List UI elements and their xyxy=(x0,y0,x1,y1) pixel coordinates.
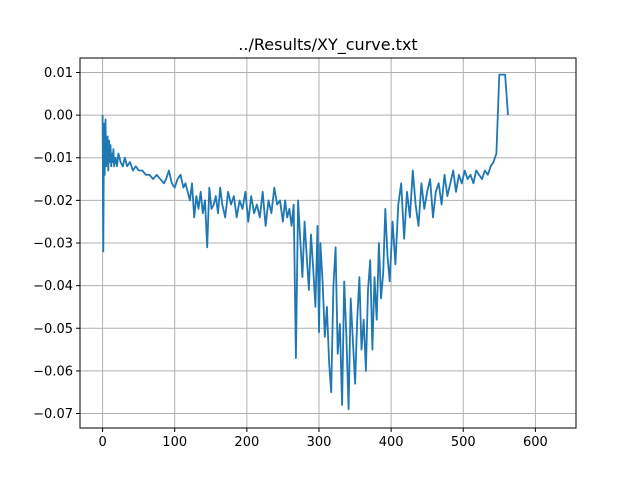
y-tick-label: −0.03 xyxy=(33,237,73,252)
y-axis: 0.01 0.00 −0.01 −0.02 −0.03 −0.04 −0.05 −0.06 −0… xyxy=(33,66,80,422)
y-tick-label: 0.01 xyxy=(44,66,73,81)
y-tick-label: −0.02 xyxy=(33,194,73,209)
series-line-XY_curve xyxy=(101,73,509,411)
x-tick-label: 300 xyxy=(307,435,332,450)
y-tick-label: −0.06 xyxy=(33,364,73,379)
y-tick-label: −0.04 xyxy=(33,279,73,294)
y-tick-label: 0.00 xyxy=(44,109,73,124)
y-tick-label: −0.01 xyxy=(33,151,73,166)
x-tick-label: 600 xyxy=(523,435,548,450)
x-tick-label: 200 xyxy=(234,435,259,450)
x-tick-label: 0 xyxy=(98,435,106,450)
x-tick-label: 400 xyxy=(379,435,404,450)
x-tick-label: 100 xyxy=(162,435,187,450)
x-tick-label: 500 xyxy=(451,435,476,450)
y-tick-label: −0.05 xyxy=(33,322,73,337)
y-tick-label: −0.07 xyxy=(33,407,73,422)
chart-title: ../Results/XY_curve.txt xyxy=(238,35,417,55)
x-axis: 0 100 200 300 400 500 600 xyxy=(98,428,548,450)
data-layer xyxy=(101,73,509,411)
